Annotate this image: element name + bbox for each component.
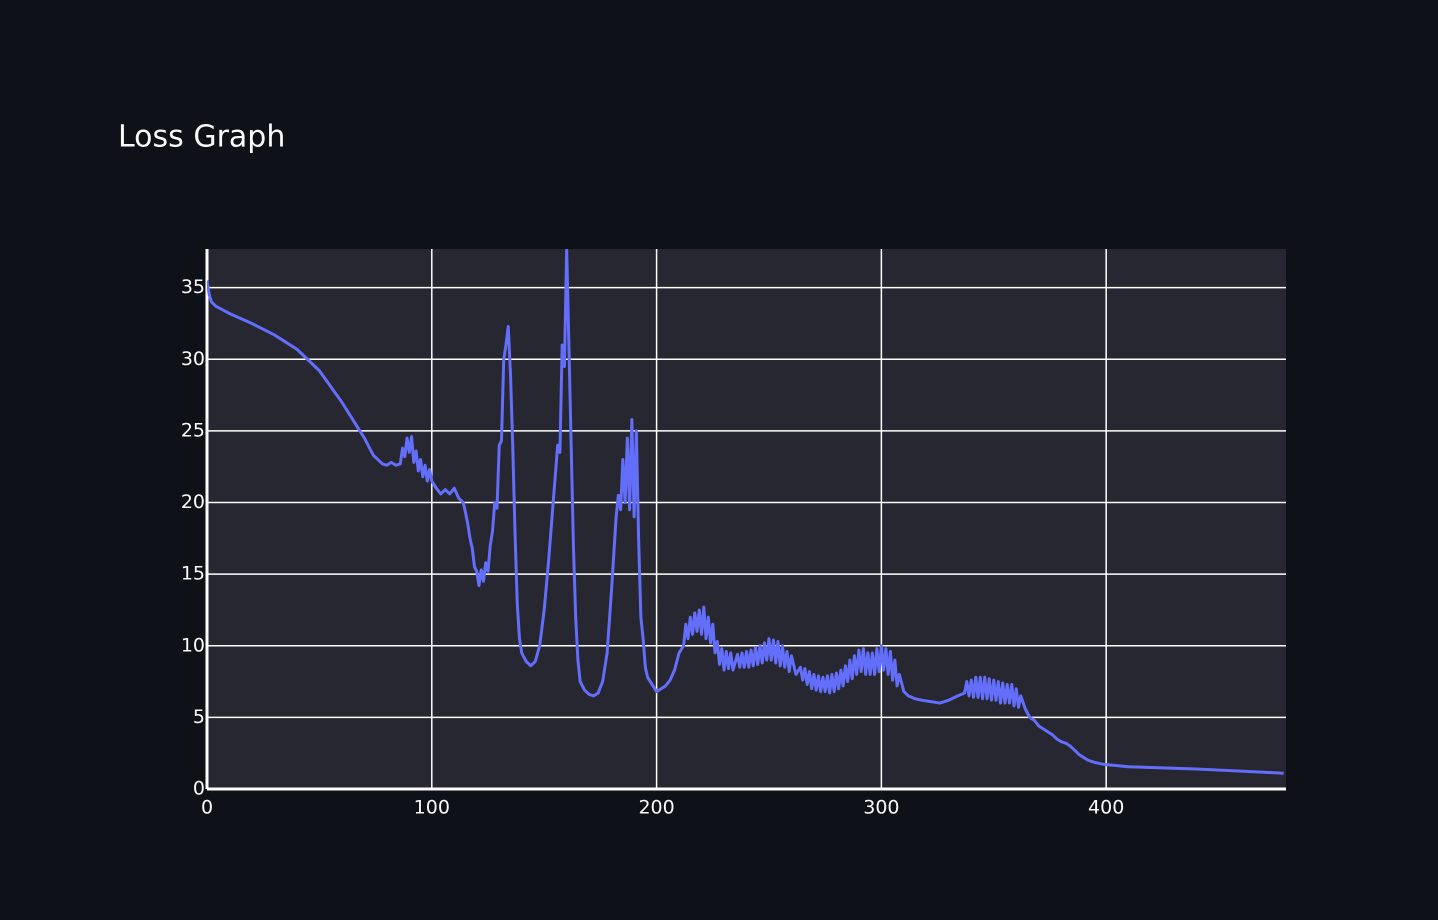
- y-tick-label: 10: [181, 634, 205, 656]
- y-tick-label: 0: [193, 778, 205, 800]
- plot-area: [207, 249, 1286, 789]
- chart-title: Loss Graph: [118, 120, 285, 155]
- y-tick-label: 35: [181, 276, 205, 298]
- loss-line: [207, 249, 1284, 775]
- y-tick-label: 30: [181, 348, 205, 370]
- x-tick-label: 300: [863, 797, 899, 819]
- y-tick-label: 25: [181, 419, 205, 441]
- x-tick-label: 0: [201, 797, 213, 819]
- x-tick-label: 200: [638, 797, 674, 819]
- y-tick-label: 15: [181, 563, 205, 585]
- y-tick-label: 20: [181, 491, 205, 513]
- y-tick-label: 5: [193, 706, 205, 728]
- x-tick-label: 100: [414, 797, 450, 819]
- x-tick-label: 400: [1088, 797, 1124, 819]
